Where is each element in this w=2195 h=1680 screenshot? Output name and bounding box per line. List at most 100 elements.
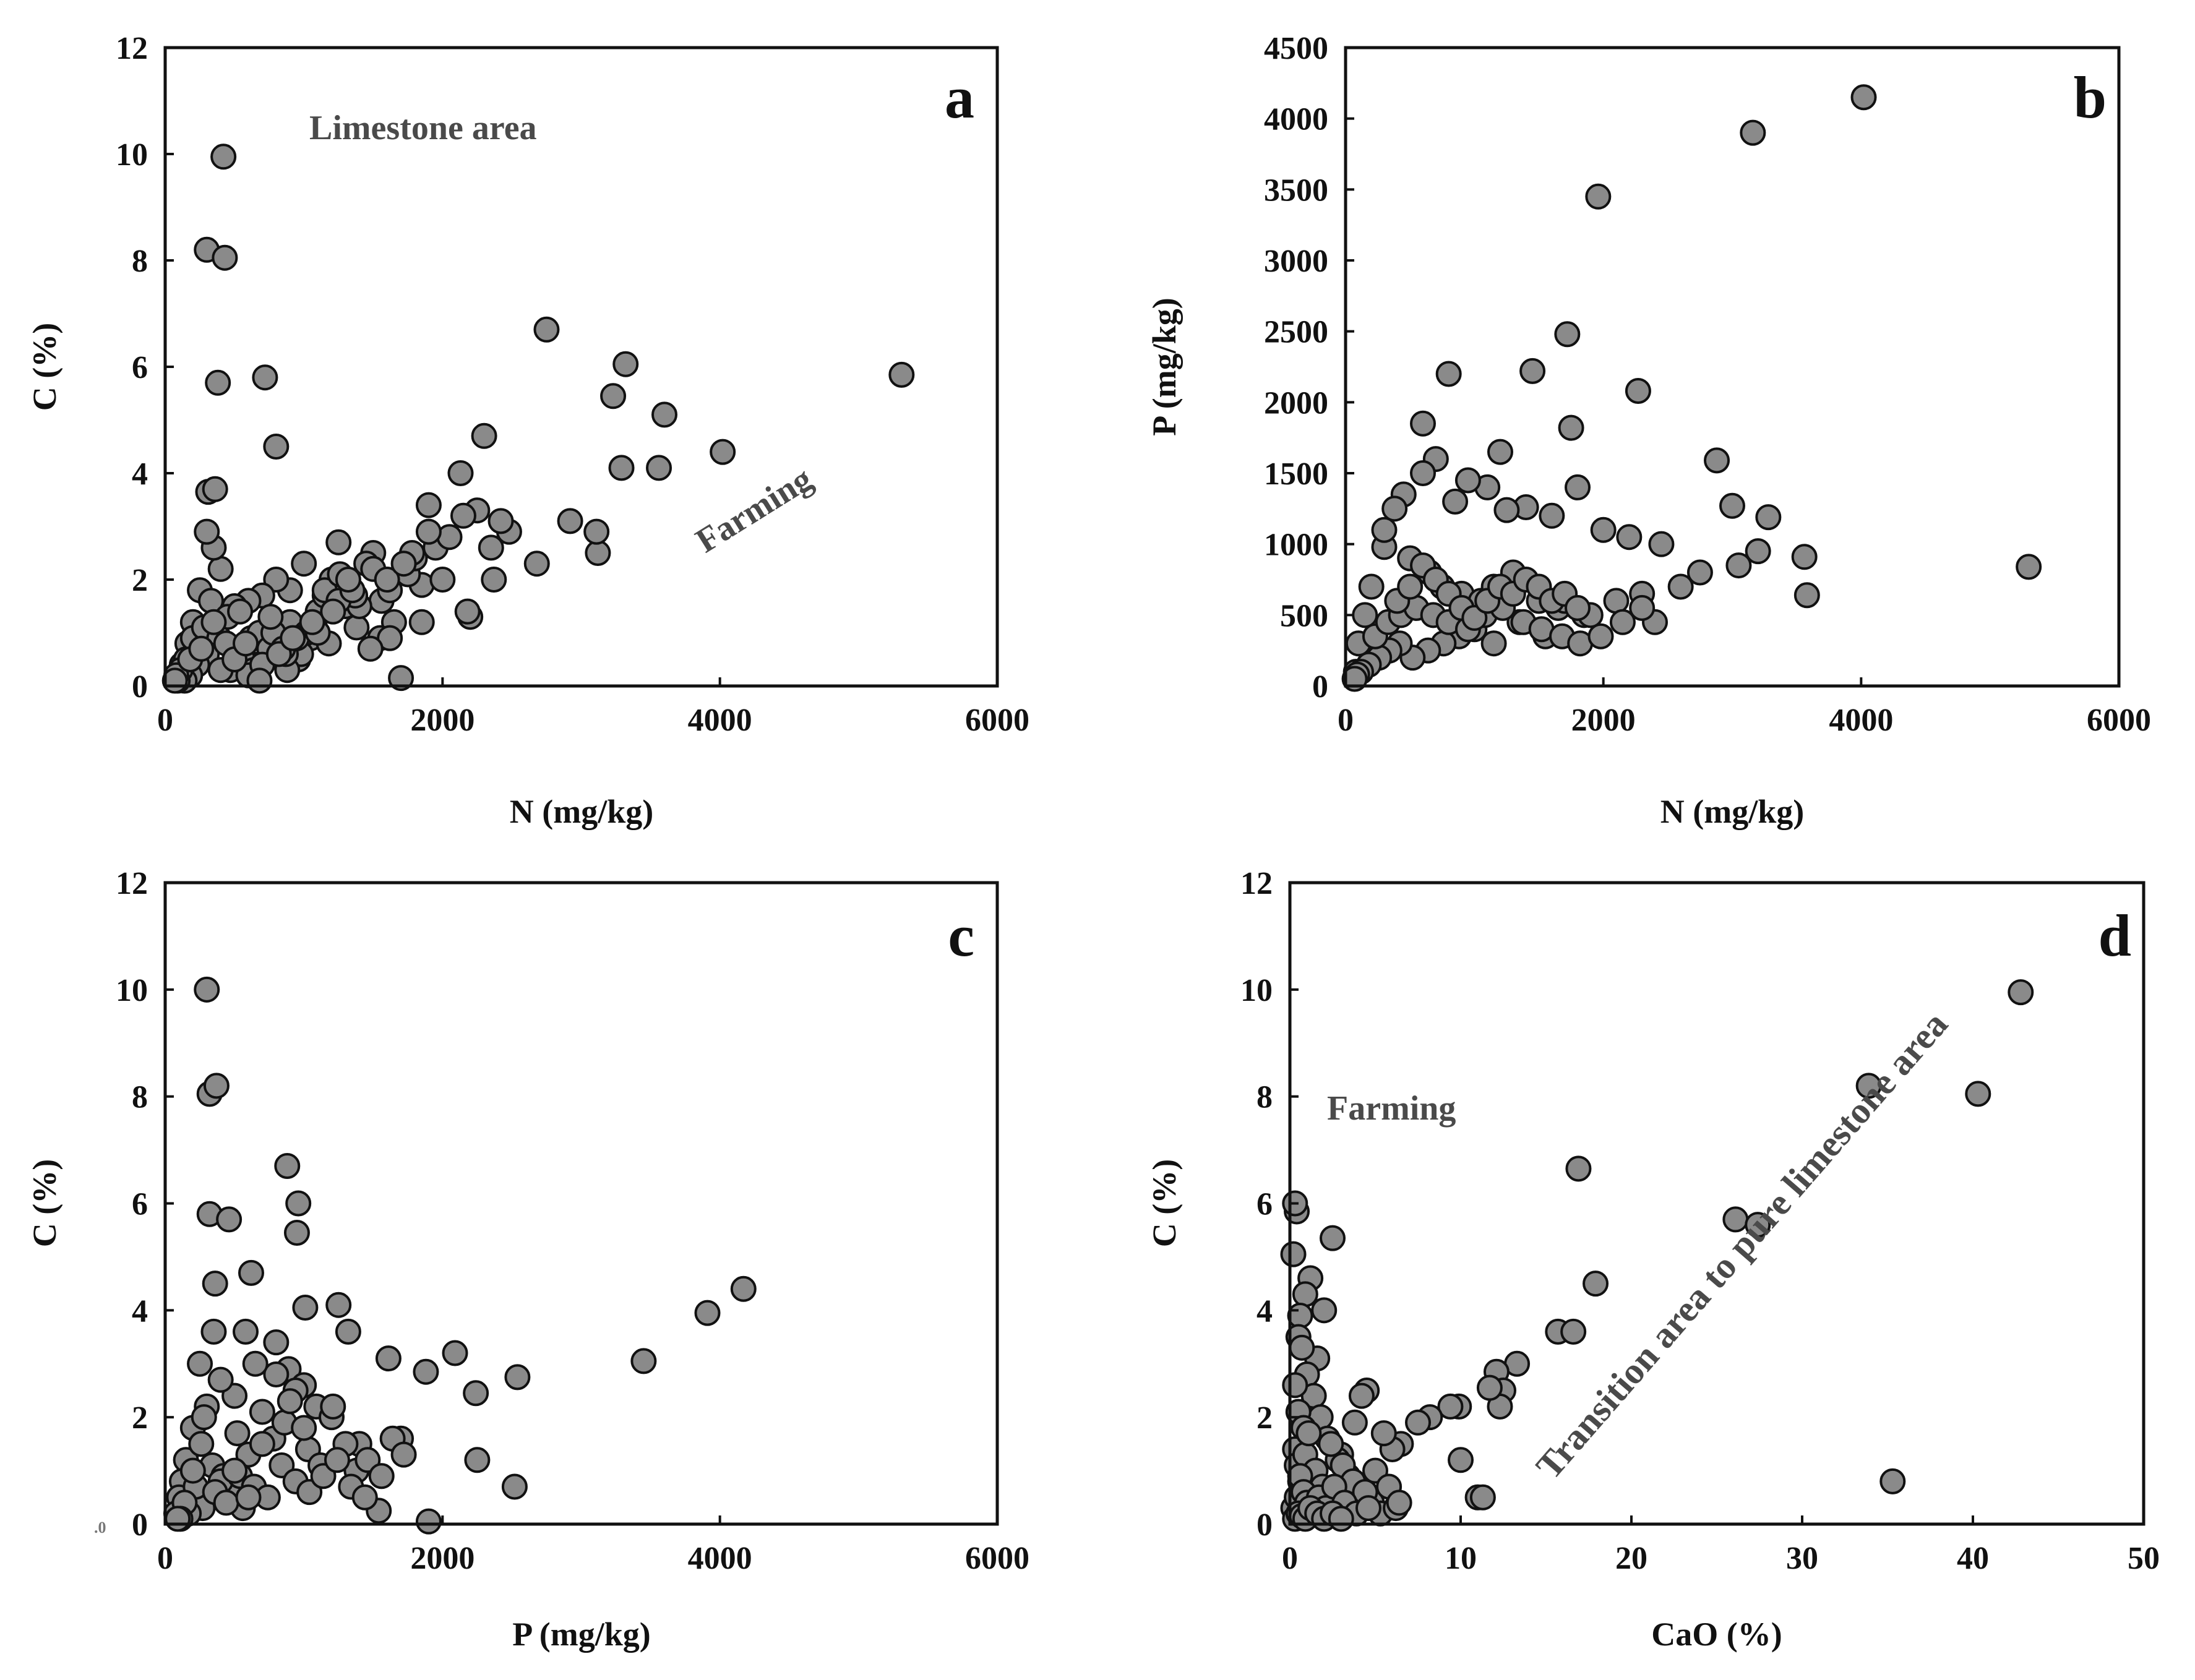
data-point <box>488 508 514 534</box>
data-point <box>454 598 481 625</box>
y-tick-label: 10 <box>116 973 148 1008</box>
y-tick-label: 12 <box>116 866 148 901</box>
data-point <box>1469 1484 1496 1511</box>
data-point <box>1328 1506 1354 1532</box>
data-point <box>207 555 234 582</box>
panel-b-ylabel: P (mg/kg) <box>1146 298 1183 436</box>
data-point <box>263 434 290 460</box>
data-point <box>263 1361 290 1388</box>
data-point <box>413 1358 439 1385</box>
data-point <box>274 1153 301 1180</box>
data-point <box>1850 84 1877 111</box>
data-point <box>1454 467 1481 494</box>
data-point <box>463 1380 489 1407</box>
data-point <box>1437 1393 1464 1420</box>
data-point <box>368 1463 395 1489</box>
panel-a-points <box>161 144 915 694</box>
panel-a-letter: a <box>945 64 974 131</box>
data-point <box>280 625 306 651</box>
data-point <box>1554 321 1581 348</box>
data-point <box>630 1348 657 1374</box>
data-point <box>730 1275 757 1302</box>
data-point <box>320 598 346 625</box>
data-point <box>1879 1468 1906 1494</box>
x-tick-label: 2000 <box>410 703 475 738</box>
x-tick-label: 30 <box>1786 1541 1818 1576</box>
data-point <box>1435 361 1462 387</box>
data-point <box>1965 1081 1991 1107</box>
data-point <box>351 1484 378 1511</box>
panel-d-letter: d <box>2098 902 2131 969</box>
y-tick-label: 10 <box>1240 973 1273 1008</box>
data-point <box>1318 1431 1344 1457</box>
data-point <box>246 667 273 694</box>
data-point <box>1493 497 1520 523</box>
panel-a-annotation-farming: Farming <box>689 460 819 560</box>
data-point <box>291 1415 317 1441</box>
data-point <box>335 567 361 593</box>
data-point <box>324 1447 350 1473</box>
x-tick-label: 4000 <box>688 703 752 738</box>
panel-d-xlabel: CaO (%) <box>1651 1616 1782 1653</box>
data-point <box>375 1345 402 1372</box>
data-point <box>390 1441 417 1468</box>
data-point <box>203 1073 230 1099</box>
data-point <box>277 1388 303 1415</box>
panel-b-xlabel: N (mg/kg) <box>1660 793 1804 830</box>
panel-a-ticks: 0 2000 4000 6000 0 2 4 6 8 10 12 <box>116 31 1029 738</box>
data-point <box>224 1420 251 1447</box>
panel-c-ticks: 0 2000 4000 6000 0 2 4 6 8 10 12 <box>116 866 1029 1576</box>
data-point <box>194 518 220 545</box>
data-point <box>1725 552 1752 579</box>
panel-b-points <box>1341 84 2042 692</box>
y-tick-label: 2 <box>132 1400 148 1436</box>
x-tick-label: 2000 <box>1571 703 1636 738</box>
data-point <box>200 1318 227 1345</box>
data-point <box>1348 1382 1375 1409</box>
panel-a-annotation-limestone: Limestone area <box>309 109 537 147</box>
data-point <box>213 1489 239 1516</box>
y-tick-label: 0 <box>1312 669 1328 705</box>
data-point <box>325 529 352 555</box>
data-point <box>1740 119 1766 146</box>
data-point <box>442 1340 468 1366</box>
data-point <box>1311 1297 1338 1324</box>
data-point <box>1487 439 1513 465</box>
data-point <box>1565 594 1591 621</box>
data-point <box>888 361 915 388</box>
panel-d-annotation-farming: Farming <box>1327 1089 1456 1128</box>
data-point <box>1793 582 1820 609</box>
y-tick-label: 1000 <box>1264 528 1328 563</box>
data-point <box>1791 544 1818 570</box>
data-point <box>283 1220 310 1246</box>
data-point <box>235 1484 262 1511</box>
data-point <box>1565 1155 1592 1182</box>
data-point <box>1587 623 1614 649</box>
data-point <box>651 401 677 428</box>
data-point <box>1461 604 1488 631</box>
data-point <box>194 976 220 1003</box>
data-point <box>1292 1281 1318 1308</box>
y-tick-label: 2500 <box>1264 315 1328 350</box>
x-tick-label: 0 <box>157 1541 173 1576</box>
data-point <box>408 609 435 635</box>
x-tick-label: 0 <box>157 703 173 738</box>
data-point <box>1352 602 1378 628</box>
y-tick-label: 3500 <box>1264 173 1328 208</box>
panel-d-annotation-transition: Transition area to pure limestone area <box>1528 1004 1956 1487</box>
data-point <box>1405 1409 1431 1436</box>
data-point <box>249 1399 275 1425</box>
data-point <box>504 1364 531 1391</box>
data-point <box>1565 474 1591 500</box>
data-point <box>429 567 456 593</box>
data-point <box>202 1271 228 1297</box>
panel-b-letter: b <box>2074 64 2107 131</box>
data-point <box>1603 588 1630 614</box>
data-point <box>1442 488 1469 515</box>
data-point <box>325 1292 352 1318</box>
data-point <box>205 369 231 396</box>
data-point <box>390 551 417 577</box>
x-tick-label: 0 <box>1338 703 1354 738</box>
data-point <box>1583 1271 1609 1297</box>
data-point <box>242 1350 268 1377</box>
